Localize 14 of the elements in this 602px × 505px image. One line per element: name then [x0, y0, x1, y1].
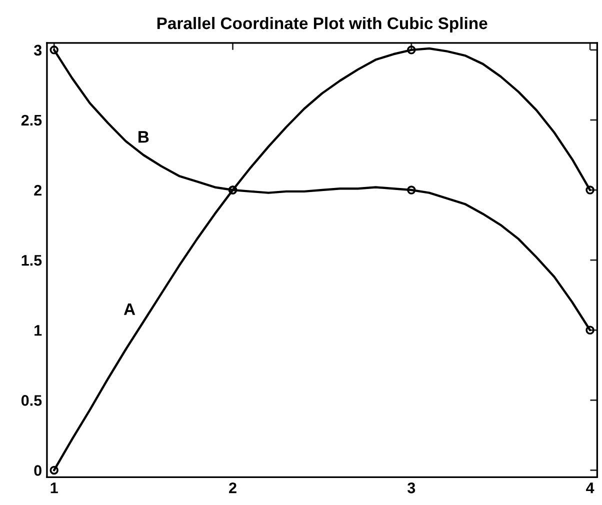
chart-title: Parallel Coordinate Plot with Cubic Spline	[157, 16, 488, 32]
y-tick-label: 1.5	[22, 255, 42, 266]
y-tick-label: 2.5	[21, 114, 42, 126]
y-tick-label: 0.5	[21, 395, 42, 406]
x-tick-label: 3	[407, 482, 416, 494]
x-tick-label: 1	[50, 482, 58, 494]
series-label: B	[138, 131, 149, 143]
y-tick-label: 0	[34, 465, 42, 476]
x-tick-label: 4	[586, 482, 594, 494]
series-label: A	[124, 303, 136, 315]
y-tick-label: 1	[34, 325, 42, 336]
x-tick-label: 2	[229, 482, 236, 494]
y-tick-label: 2	[34, 184, 42, 196]
y-tick-label: 3	[34, 44, 42, 56]
